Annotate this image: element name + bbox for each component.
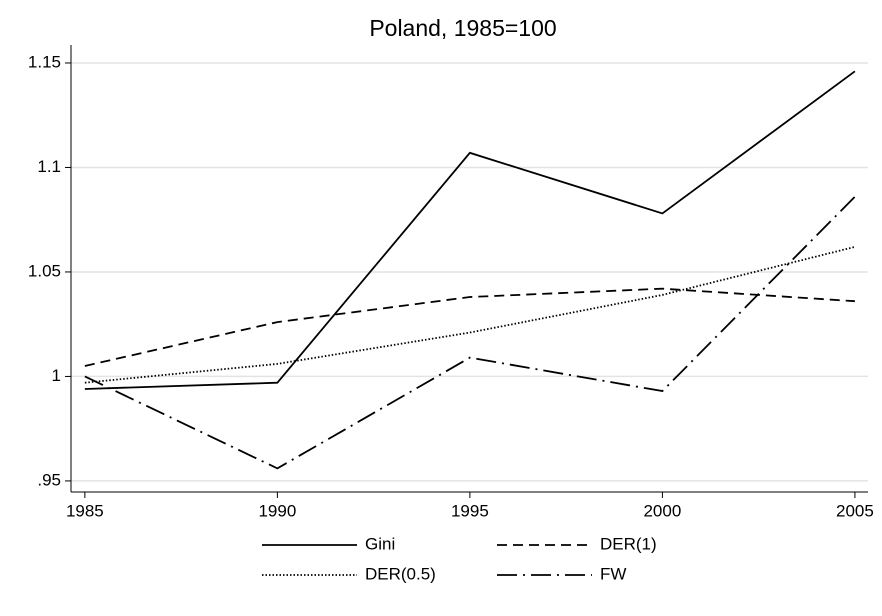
series-line — [84, 287, 855, 367]
series-line — [84, 70, 856, 390]
x-tick-label: 2000 — [643, 501, 681, 520]
legend-label: Gini — [365, 534, 395, 553]
y-tick-label: .95 — [37, 470, 61, 489]
y-tick-label: 1 — [52, 366, 61, 385]
y-tick-label: 1.1 — [37, 157, 61, 176]
x-tick-label: 1995 — [451, 501, 489, 520]
series-line — [84, 196, 856, 470]
chart-title: Poland, 1985=100 — [369, 15, 556, 41]
legend-label: DER(1) — [600, 534, 657, 553]
y-tick-label: 1.15 — [28, 52, 61, 71]
x-tick-label: 2005 — [836, 501, 874, 520]
legend-label: FW — [600, 564, 626, 583]
x-tick-label: 1990 — [258, 501, 296, 520]
legend-label: DER(0.5) — [365, 564, 436, 583]
x-tick-label: 1985 — [66, 501, 104, 520]
y-tick-label: 1.05 — [28, 261, 61, 280]
